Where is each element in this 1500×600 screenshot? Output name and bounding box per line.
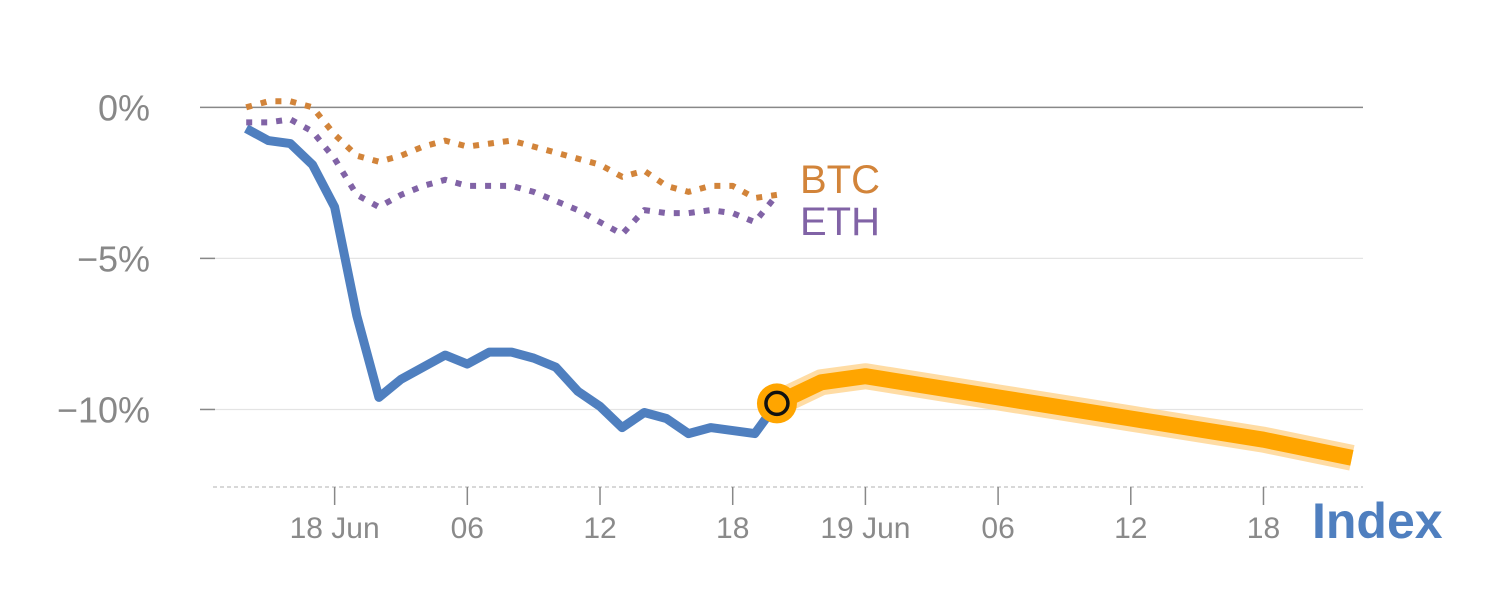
index-series-label: Index	[1312, 493, 1443, 549]
x-tick-label: 19 Jun	[820, 512, 910, 545]
btc-series-label: BTC	[800, 158, 880, 202]
index-series-line	[244, 124, 781, 439]
axis-layer: 0% −5% −10% 18 Jun 06 12 18 19 Jun 06 12 18	[57, 87, 1363, 545]
y-tick-label: −5%	[77, 238, 150, 279]
x-tick-label: 06	[981, 512, 1014, 545]
x-tick-label: 06	[451, 512, 484, 545]
x-tick-label: 12	[583, 512, 616, 545]
eth-series-label: ETH	[800, 200, 880, 244]
x-tick-label: 18	[1247, 512, 1280, 545]
x-tick-label: 18 Jun	[290, 512, 380, 545]
btc-series-line	[245, 98, 778, 201]
forecast-series-line	[773, 368, 1354, 466]
y-tick-label: 0%	[98, 87, 150, 128]
junction-marker-inner	[764, 390, 790, 417]
x-tick-label: 12	[1114, 512, 1147, 545]
series-layer	[244, 98, 1355, 471]
eth-series-line	[246, 116, 780, 238]
label-layer: BTC ETH Index	[800, 158, 1443, 549]
x-tick-label: 18	[716, 512, 749, 545]
y-tick-label: −10%	[57, 389, 150, 430]
